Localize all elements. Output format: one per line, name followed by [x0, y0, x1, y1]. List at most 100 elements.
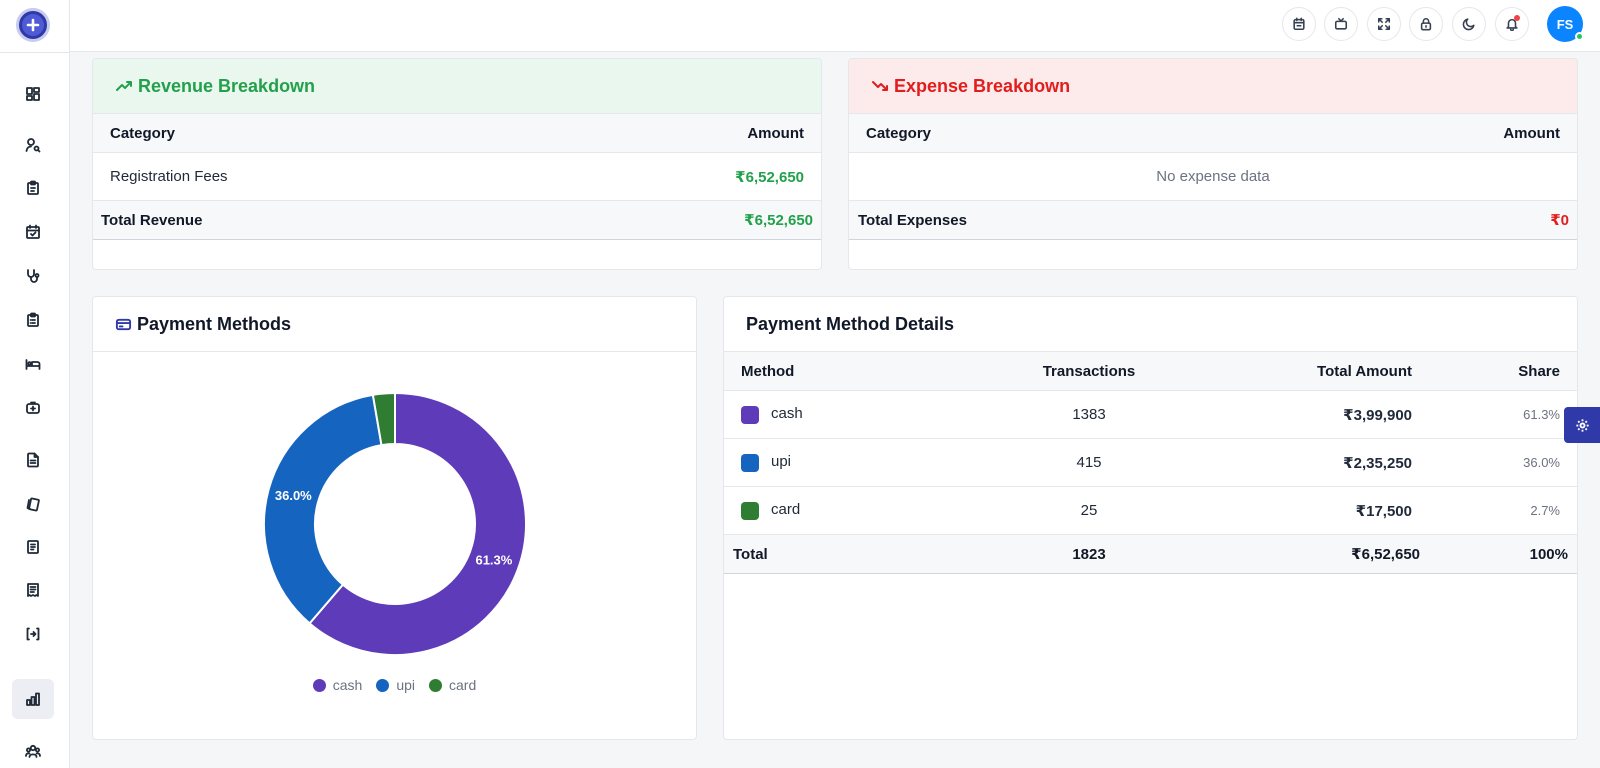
clipboard-icon	[27, 180, 39, 195]
fullscreen-button[interactable]	[1367, 7, 1401, 41]
sidebar-item-cards[interactable]	[12, 484, 54, 524]
total-expenses-amount: ₹0	[1550, 212, 1569, 229]
payment-details-title: Payment Method Details	[746, 313, 955, 334]
col-method: Method	[741, 362, 795, 380]
sidebar-item-billing[interactable]	[12, 527, 54, 567]
payment-methods-header: Payment Methods	[93, 297, 696, 352]
expense-breakdown-card: Expense Breakdown Category Amount No exp…	[848, 58, 1578, 270]
bed-icon	[25, 359, 41, 370]
donut-slice-cash[interactable]	[308, 391, 527, 656]
table-row: cash 1383 ₹3,99,900 61.3%	[724, 391, 1577, 439]
lock-button[interactable]	[1409, 7, 1443, 41]
legend-label: cash	[332, 677, 363, 693]
fullscreen-icon	[1377, 17, 1391, 31]
revenue-category: Registration Fees	[110, 168, 228, 185]
share-cell: 2.7%	[1530, 503, 1560, 518]
share-cell: 61.3%	[1523, 407, 1560, 422]
method-name: card	[771, 501, 801, 519]
method-swatch	[741, 405, 759, 424]
theme-toggle-button[interactable]	[1452, 7, 1486, 41]
payment-details-table-header: Method Transactions Total Amount Share	[724, 352, 1577, 391]
sidebar-item-beds[interactable]	[12, 344, 54, 384]
method-name: cash	[771, 405, 803, 423]
trending-down-icon	[872, 81, 888, 91]
total-transactions: 1823	[1072, 545, 1106, 563]
sidebar-item-ambulance[interactable]	[12, 388, 54, 428]
total-revenue-label: Total Revenue	[101, 211, 203, 229]
amount-cell: ₹17,500	[1355, 502, 1412, 520]
sidebar-item-transactions[interactable]	[12, 614, 54, 654]
method-cell: upi	[741, 453, 791, 472]
legend-item-card[interactable]: card	[429, 677, 476, 693]
payment-details-header: Payment Method Details	[724, 297, 1577, 352]
donut-label-cash: 61.3%	[475, 553, 512, 568]
total-expenses-label: Total Expenses	[858, 211, 967, 229]
sidebar-item-staff[interactable]	[12, 731, 54, 768]
donut-slice-upi[interactable]	[263, 393, 383, 625]
avatar-initials: FS	[1556, 16, 1574, 32]
sidebar-item-dashboard[interactable]	[12, 74, 54, 114]
col-amount: Amount	[1503, 124, 1560, 142]
app-logo[interactable]	[16, 8, 50, 42]
lock-icon	[1420, 18, 1432, 31]
tv-icon	[1334, 17, 1348, 30]
total-label: Total	[733, 545, 768, 563]
calendar-button[interactable]	[1282, 7, 1316, 41]
transactions-cell: 415	[1076, 454, 1102, 471]
calendar-icon	[1293, 17, 1305, 31]
table-row: upi 415 ₹2,35,250 36.0%	[724, 439, 1577, 487]
method-swatch	[741, 501, 759, 520]
legend-swatch	[312, 678, 326, 692]
sidebar-item-schedule[interactable]	[12, 212, 54, 252]
col-transactions: Transactions	[1042, 362, 1136, 380]
method-cell: card	[741, 501, 801, 520]
expense-total-row: Total Expenses ₹0	[849, 201, 1577, 240]
sidebar-item-records[interactable]	[12, 300, 54, 340]
tv-button[interactable]	[1324, 7, 1358, 41]
moon-icon	[1462, 18, 1475, 31]
col-share: Share	[1518, 362, 1560, 380]
legend-label: card	[449, 677, 477, 693]
revenue-breakdown-card: Revenue Breakdown Category Amount Regist…	[92, 58, 822, 270]
col-total-amount: Total Amount	[1317, 362, 1412, 380]
total-share: 100%	[1529, 545, 1568, 563]
sidebar-item-analytics[interactable]	[12, 679, 54, 719]
top-header: FS	[70, 0, 1600, 52]
bar-chart-icon	[26, 692, 40, 706]
users-icon	[25, 744, 41, 758]
sidebar	[0, 0, 70, 768]
receipt-icon	[27, 540, 39, 554]
method-swatch	[741, 453, 759, 472]
calendar-check-icon	[26, 224, 40, 239]
sidebar-divider	[0, 52, 70, 53]
exchange-icon	[26, 627, 40, 641]
legend-swatch	[429, 678, 443, 692]
legend-item-cash[interactable]: cash	[312, 677, 363, 693]
legend-label: upi	[396, 677, 416, 693]
donut-slice-card[interactable]	[371, 391, 396, 447]
revenue-card-header: Revenue Breakdown	[93, 59, 821, 114]
notifications-button[interactable]	[1495, 7, 1529, 41]
dashboard-icon	[26, 87, 40, 101]
plus-icon	[22, 14, 44, 36]
method-cell: cash	[741, 405, 803, 424]
user-avatar[interactable]: FS	[1547, 6, 1584, 42]
gear-icon	[1575, 418, 1589, 432]
legend-swatch	[376, 678, 390, 692]
col-category: Category	[110, 124, 176, 142]
sidebar-item-documents[interactable]	[12, 440, 54, 480]
sidebar-item-patients[interactable]	[12, 125, 54, 165]
col-category: Category	[866, 124, 932, 142]
sidebar-item-appointments[interactable]	[12, 168, 54, 208]
settings-drawer-button[interactable]	[1564, 407, 1600, 443]
legend-item-upi[interactable]: upi	[376, 677, 415, 693]
expense-card-header: Expense Breakdown	[849, 59, 1577, 114]
cards-icon	[26, 497, 40, 512]
payment-methods-card: Payment Methods 61.3% 36.0% cash upi card	[92, 296, 697, 740]
sidebar-item-doctors[interactable]	[12, 256, 54, 296]
revenue-total-row: Total Revenue ₹6,52,650	[93, 201, 821, 240]
table-row: Registration Fees ₹6,52,650	[93, 153, 821, 201]
sidebar-item-reports[interactable]	[12, 570, 54, 610]
amount-cell: ₹2,35,250	[1343, 454, 1412, 472]
transactions-cell: 1383	[1072, 406, 1106, 423]
